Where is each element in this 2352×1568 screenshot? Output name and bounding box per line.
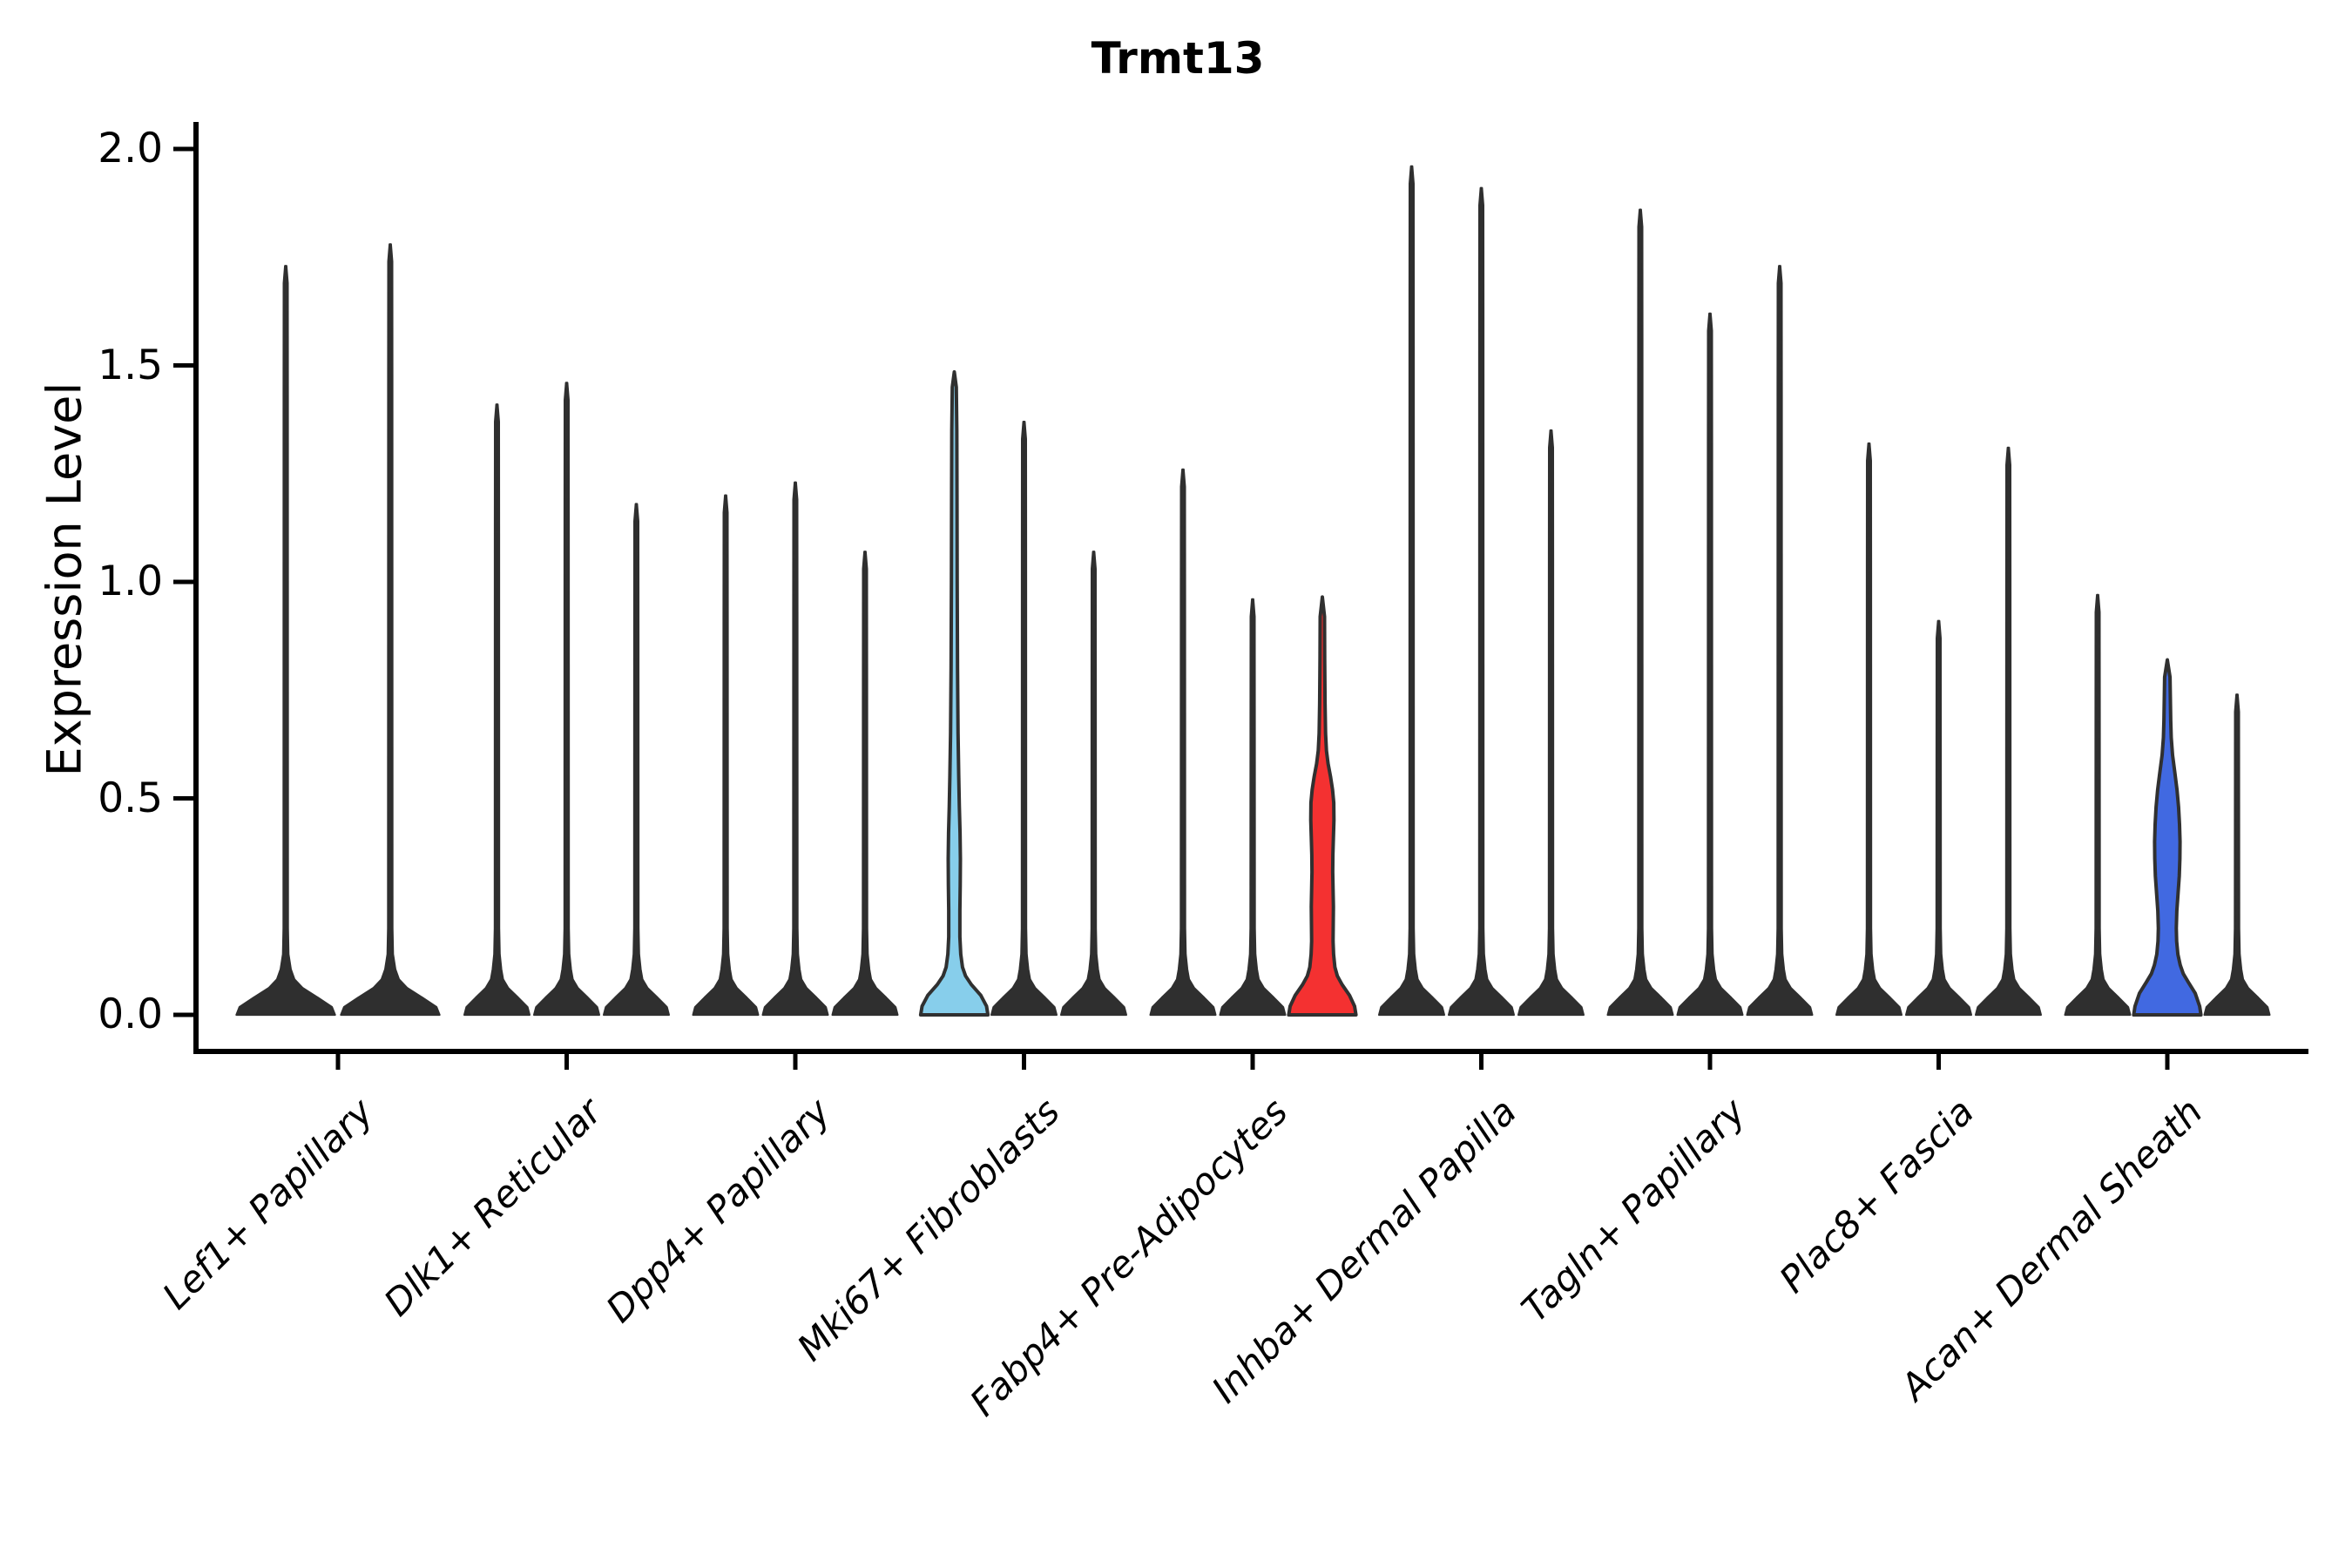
violin-6-0 [1606, 208, 1674, 1017]
violin-1-1 [533, 382, 600, 1017]
violin-3-0 [918, 370, 990, 1017]
x-tick-mark [335, 1052, 341, 1070]
y-tick-label-0.5: 0.5 [98, 774, 163, 822]
violin-4-0 [1149, 468, 1217, 1017]
violin-1-0 [463, 403, 531, 1017]
violin-8-2 [2203, 693, 2271, 1017]
violin-5-0 [1378, 165, 1445, 1017]
violin-8-1 [2132, 658, 2203, 1017]
x-tick-mark [1479, 1052, 1484, 1070]
y-tick-label-2.0: 2.0 [98, 125, 163, 172]
violin-1-2 [603, 503, 670, 1017]
violin-0-1 [340, 243, 441, 1017]
violin-2-2 [831, 551, 899, 1017]
y-tick-mark [173, 146, 193, 152]
y-tick-mark [173, 363, 193, 368]
chart-title: Trmt13 [1091, 33, 1265, 84]
y-tick-mark [173, 579, 193, 585]
violin-7-0 [1835, 442, 1903, 1017]
violin-0-0 [235, 265, 336, 1017]
y-tick-label-1.5: 1.5 [98, 341, 163, 389]
violin-7-1 [1905, 619, 1972, 1017]
violin-2-0 [692, 494, 760, 1017]
violin-4-2 [1287, 595, 1358, 1017]
violin-8-0 [2064, 593, 2132, 1017]
y-tick-label-1.0: 1.0 [98, 558, 163, 605]
violin-4-1 [1219, 598, 1287, 1017]
violin-2-1 [761, 481, 829, 1017]
x-tick-mark [1936, 1052, 1941, 1070]
y-tick-mark [173, 796, 193, 801]
x-tick-mark [2165, 1052, 2170, 1070]
violin-5-2 [1517, 429, 1585, 1017]
violin-3-1 [990, 421, 1058, 1017]
x-tick-mark [1022, 1052, 1026, 1070]
violin-5-1 [1448, 186, 1515, 1017]
x-tick-mark [1707, 1052, 1713, 1070]
y-axis-spine [193, 122, 199, 1052]
violin-3-2 [1060, 551, 1127, 1017]
y-tick-label-0.0: 0.0 [98, 990, 163, 1038]
x-axis-spine [193, 1049, 2308, 1054]
x-tick-mark [564, 1052, 569, 1070]
violin-6-1 [1676, 312, 1744, 1017]
x-tick-mark [1250, 1052, 1255, 1070]
violin-6-2 [1746, 265, 1814, 1017]
violin-7-2 [1975, 446, 2042, 1017]
y-tick-mark [173, 1012, 193, 1017]
x-tick-mark [793, 1052, 798, 1070]
